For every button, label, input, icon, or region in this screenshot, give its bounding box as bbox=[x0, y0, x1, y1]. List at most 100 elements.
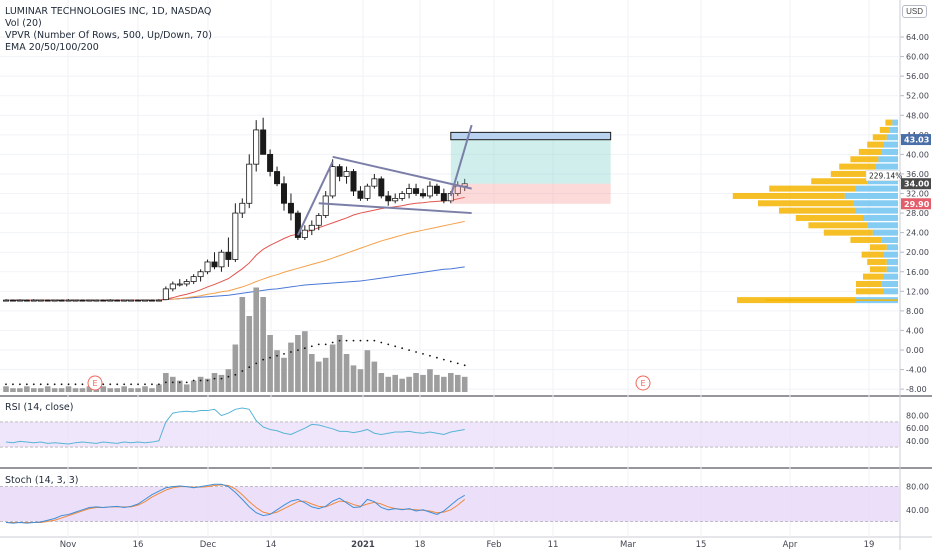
stoch-label[interactable]: Stoch (14, 3, 3) bbox=[5, 475, 79, 486]
legend-volume[interactable]: Vol (20) bbox=[5, 18, 42, 29]
y-tick-label: 56.00 bbox=[906, 72, 929, 81]
vpvr-up-bar bbox=[886, 244, 898, 251]
volume-bar bbox=[267, 335, 273, 392]
stoch-tick-label: 80.00 bbox=[906, 483, 929, 492]
down-candle bbox=[9, 299, 16, 302]
y-tick-label: 40.00 bbox=[906, 150, 929, 159]
up-candle bbox=[183, 281, 190, 285]
up-candle bbox=[239, 202, 246, 214]
rsi-tick-label: 60.00 bbox=[906, 424, 929, 433]
price-candles[interactable] bbox=[3, 117, 468, 302]
down-candle bbox=[44, 299, 51, 302]
price-badge bbox=[901, 178, 931, 190]
volume-ma-dot bbox=[39, 383, 42, 386]
volume-bar bbox=[336, 335, 343, 392]
flagpole-line bbox=[296, 161, 334, 236]
down-candle bbox=[211, 261, 218, 268]
up-candle bbox=[315, 215, 322, 226]
volume-bar bbox=[44, 386, 51, 392]
legend-ema[interactable]: EMA 20/50/100/200 bbox=[5, 42, 99, 53]
price-badge bbox=[901, 134, 931, 146]
volume-ma-dot bbox=[144, 383, 146, 386]
volume-bar bbox=[454, 374, 461, 392]
chart-title[interactable]: LUMINAR TECHNOLOGIES INC, 1D, NASDAQ bbox=[5, 6, 212, 17]
up-candle bbox=[155, 299, 162, 302]
volume-bar bbox=[183, 384, 190, 392]
vpvr-down-bar bbox=[839, 163, 876, 170]
risk-zone bbox=[450, 183, 611, 204]
down-candle bbox=[280, 183, 287, 204]
ema100-line bbox=[158, 266, 465, 301]
y-tick-label: 0.00 bbox=[906, 346, 924, 355]
volume-ma-dot bbox=[185, 381, 188, 384]
up-candle bbox=[246, 163, 253, 204]
volume-bar bbox=[114, 388, 120, 392]
vpvr-up-bar bbox=[886, 266, 898, 273]
vpvr-up-bar bbox=[878, 156, 898, 163]
volume-bar bbox=[79, 388, 86, 392]
volume-bar bbox=[288, 342, 294, 392]
up-candle bbox=[3, 299, 9, 302]
vpvr-down-bar bbox=[867, 141, 884, 148]
volume-bar bbox=[413, 373, 419, 392]
x-tick-label: 18 bbox=[415, 540, 426, 550]
vpvr-down-bar bbox=[808, 222, 868, 229]
x-tick-label: 15 bbox=[696, 540, 707, 550]
volume-ma-dot bbox=[408, 349, 410, 351]
up-candle bbox=[232, 212, 239, 260]
volume-bar bbox=[371, 361, 378, 392]
volume-bar bbox=[385, 376, 392, 392]
volume-bar bbox=[31, 388, 37, 392]
down-candle bbox=[58, 299, 65, 302]
volume-bar bbox=[406, 376, 412, 392]
up-candle bbox=[406, 188, 413, 194]
volume-bar bbox=[10, 388, 16, 392]
up-candle bbox=[121, 299, 128, 302]
down-candle bbox=[385, 195, 392, 202]
up-candle bbox=[218, 251, 225, 268]
x-tick-label: Mar bbox=[620, 540, 637, 550]
volume-bar bbox=[378, 373, 385, 392]
vpvr-down-bar bbox=[858, 148, 882, 155]
volume-bar bbox=[149, 388, 155, 392]
stoch-k-line bbox=[5, 483, 465, 524]
up-candle bbox=[93, 299, 100, 302]
down-candle bbox=[225, 251, 232, 260]
currency-badge[interactable]: USD bbox=[902, 5, 927, 18]
chart-legend: LUMINAR TECHNOLOGIES INC, 1D, NASDAQ Vol… bbox=[5, 6, 212, 54]
volume-ma-dot bbox=[429, 354, 431, 357]
volume-bar bbox=[420, 374, 426, 392]
volume-bar bbox=[24, 386, 30, 392]
x-tick-label: 16 bbox=[133, 540, 144, 550]
up-candle bbox=[72, 299, 79, 302]
earnings-marker-label: E bbox=[92, 379, 97, 388]
down-candle bbox=[433, 185, 440, 194]
up-candle bbox=[16, 299, 23, 302]
vpvr-down-bar bbox=[885, 119, 893, 126]
vpvr-down-bar bbox=[856, 288, 884, 295]
legend-vpvr[interactable]: VPVR (Number Of Rows, 500, Up/Down, 70) bbox=[5, 30, 212, 41]
volume-ma-dot bbox=[269, 356, 271, 359]
pennant-pattern-drawing[interactable] bbox=[296, 124, 612, 236]
volume-ma-dot bbox=[102, 383, 105, 386]
volume-bar bbox=[295, 335, 301, 392]
volume-bar bbox=[176, 380, 183, 392]
stoch-d-line bbox=[6, 484, 466, 524]
vpvr-up-bar bbox=[889, 126, 898, 133]
volume-bar bbox=[107, 388, 114, 392]
vpvr-down-bar bbox=[870, 266, 887, 273]
volume-ma-dot bbox=[178, 381, 181, 384]
ema50-line bbox=[158, 220, 465, 301]
volume-ma-dot bbox=[130, 383, 133, 386]
volume-ma-dot bbox=[303, 347, 306, 350]
percent-label: 229.14% bbox=[869, 172, 902, 181]
down-candle bbox=[440, 193, 447, 202]
vpvr-down-bar bbox=[830, 170, 873, 177]
vpvr-down-bar bbox=[850, 236, 882, 243]
volume-bar bbox=[218, 374, 225, 392]
vpvr-up-bar bbox=[884, 251, 898, 258]
y-tick-label: 8.00 bbox=[906, 307, 924, 316]
rsi-label[interactable]: RSI (14, close) bbox=[5, 402, 74, 413]
y-tick-label: -4.00 bbox=[906, 366, 927, 375]
